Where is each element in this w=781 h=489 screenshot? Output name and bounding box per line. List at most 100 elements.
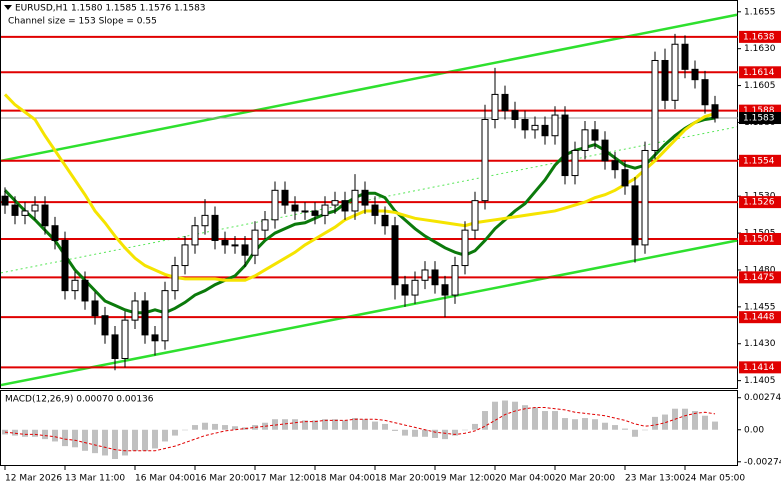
level-label: 1.1414 (743, 363, 775, 373)
last-price-bg (739, 112, 781, 125)
candle-body (461, 229, 469, 267)
chart-subtitle: Channel size = 153 Slope = 0.55 (8, 17, 157, 27)
candle-body (601, 139, 609, 162)
level-label-bg (739, 66, 781, 79)
macd-bar (572, 419, 578, 430)
candle-body (251, 229, 259, 256)
candle-body (651, 59, 659, 151)
candle-body (201, 214, 209, 227)
candle-body (501, 93, 509, 112)
macd-bar (582, 418, 588, 430)
candle-body (141, 300, 149, 336)
candle-body (51, 225, 59, 241)
macd-bar (212, 423, 218, 430)
macd-bar (652, 416, 658, 430)
candle-body (611, 160, 619, 171)
macd-tick-label: 0.00274 (744, 393, 781, 403)
candle-body (171, 265, 179, 292)
macd-bar (662, 414, 668, 430)
macd-bar (22, 429, 28, 437)
macd-bar (442, 429, 448, 440)
candle-body (451, 265, 459, 296)
candle-body (291, 204, 299, 212)
level-label-bg (739, 311, 781, 324)
candle-body (101, 315, 109, 336)
level-label: 1.1448 (743, 313, 775, 323)
candle-body (351, 189, 359, 212)
candle-body (411, 279, 419, 296)
macd-bar (612, 425, 618, 430)
macd-bar (462, 429, 468, 431)
candle-body (41, 204, 49, 227)
macd-bar (102, 429, 108, 456)
candle-body (231, 244, 239, 247)
candle-body (91, 300, 99, 317)
macd-bar (32, 429, 38, 437)
x-tick-label: 18 Mar 04:00 (315, 474, 375, 484)
macd-bar (492, 401, 498, 430)
candle-body (121, 319, 129, 359)
macd-bar (232, 426, 238, 430)
candle-body (661, 59, 669, 101)
candle-body (571, 149, 579, 177)
level-label: 1.1501 (743, 234, 775, 244)
macd-signal (4, 407, 716, 452)
candle-body (371, 204, 379, 216)
candle-body (61, 239, 69, 292)
candle-body (331, 200, 339, 206)
macd-bar (172, 429, 178, 436)
macd-bar (622, 428, 628, 430)
macd-bar (452, 429, 458, 436)
macd-bar (2, 429, 8, 435)
candle-body (181, 244, 189, 267)
candle-body (681, 43, 689, 70)
y-tick-label: 1.1405 (744, 376, 776, 386)
candle-body (271, 189, 279, 221)
macd-bar (412, 429, 418, 437)
candle-body (491, 93, 499, 120)
macd-bar (252, 425, 258, 430)
candle-body (561, 114, 569, 177)
x-tick-label: 24 Mar 05:00 (685, 474, 745, 484)
macd-bar (292, 419, 298, 430)
level-label: 1.1614 (743, 68, 775, 78)
candle-body (581, 129, 589, 151)
candle-body (431, 269, 439, 286)
macd-bar (682, 408, 688, 430)
macd-bar (42, 429, 48, 440)
y-tick-label: 1.1655 (744, 7, 776, 17)
level-label: 1.1554 (743, 156, 775, 166)
macd-bar (302, 420, 308, 430)
candle-body (401, 284, 409, 296)
macd-bar (222, 425, 228, 430)
macd-frame (0, 390, 738, 466)
candle-body (551, 114, 559, 137)
candle-body (421, 269, 429, 281)
macd-bar (62, 429, 68, 447)
candle-body (711, 104, 719, 119)
candle-body (81, 279, 89, 302)
macd-bar (282, 419, 288, 430)
macd-bar (262, 422, 268, 430)
candle-body (191, 225, 199, 246)
x-tick-label: 12 Mar 2026 (5, 474, 62, 484)
macd-bar (342, 420, 348, 430)
level-label: 1.1588 (743, 106, 775, 116)
candle-body (521, 118, 529, 131)
moving-average (3, 116, 716, 315)
macd-bar (372, 421, 378, 430)
candle-body (691, 68, 699, 81)
level-label-bg (739, 196, 781, 209)
candle-body (151, 334, 159, 342)
macd-bar (502, 400, 508, 430)
level-label: 1.1526 (743, 198, 775, 208)
candle-body (621, 169, 629, 187)
macd-bar (642, 429, 648, 431)
macd-bar (242, 427, 248, 430)
x-tick-label: 19 Mar 12:00 (435, 474, 495, 484)
x-tick-label: 20 Mar 04:00 (495, 474, 555, 484)
candle-body (161, 290, 169, 342)
macd-bar (52, 429, 58, 442)
